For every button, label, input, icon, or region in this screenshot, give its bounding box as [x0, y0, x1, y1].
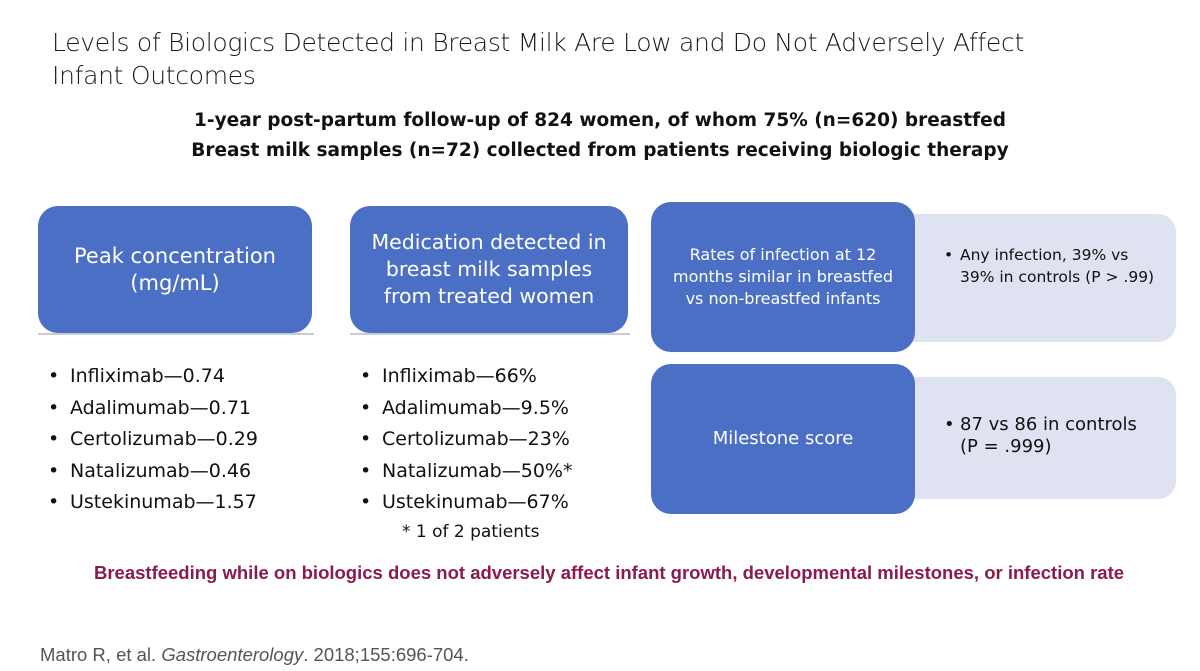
- milestone-header: Milestone score: [651, 364, 915, 514]
- list-item: • 87 vs 86 in controls (P = .999): [944, 414, 1158, 458]
- list-item: • Adalimumab—0.71: [48, 393, 258, 425]
- milestone-detail-box: • 87 vs 86 in controls (P = .999): [896, 377, 1176, 499]
- list-item: • Certolizumab—23%: [360, 424, 572, 456]
- bullet-icon: •: [360, 396, 372, 419]
- medication-detected-header: Medication detected in breast milk sampl…: [350, 206, 628, 333]
- bullet-icon: •: [360, 428, 372, 450]
- bullet-icon: •: [48, 491, 60, 513]
- infection-detail: Any infection, 39% vs 39% in controls (P…: [960, 246, 1155, 286]
- infection-header: Rates of infection at 12 months similar …: [651, 202, 915, 352]
- infection-detail-box: • Any infection, 39% vs 39% in controls …: [896, 214, 1176, 342]
- list-item: • Infliximab—66%: [360, 361, 572, 393]
- citation: Matro R, et al. Gastroenterology. 2018;1…: [40, 644, 469, 666]
- divider: [350, 333, 630, 335]
- list-item: • Infliximab—0.74: [48, 361, 258, 393]
- medication-detected-list: • Infliximab—66% • Adalimumab—9.5% • Certol…: [360, 361, 572, 519]
- bullet-icon: •: [48, 428, 60, 450]
- slide-title: Levels of Biologics Detected in Breast M…: [52, 28, 1024, 90]
- list-item: • Natalizumab—50%*: [360, 456, 572, 488]
- citation-authors: Matro R, et al.: [40, 644, 162, 665]
- divider: [38, 333, 314, 335]
- peak-concentration-list: • Infliximab—0.74 • Adalimumab—0.71 • Certo…: [48, 361, 258, 519]
- conclusion-text: Breastfeeding while on biologics does no…: [93, 562, 1125, 583]
- list-item: • Certolizumab—0.29: [48, 424, 258, 456]
- bullet-icon: •: [360, 365, 372, 387]
- footnote: * 1 of 2 patients: [402, 522, 540, 542]
- subtitle-line-1: 1-year post-partum follow-up of 824 wome…: [194, 110, 1006, 131]
- bullet-icon: •: [48, 396, 60, 419]
- list-item: • Adalimumab—9.5%: [360, 393, 572, 425]
- subtitle-line-2: Breast milk samples (n=72) collected fro…: [191, 140, 1009, 161]
- list-item: • Any infection, 39% vs 39% in controls …: [944, 244, 1158, 288]
- bullet-icon: •: [944, 414, 955, 435]
- list-item: • Ustekinumab—67%: [360, 487, 572, 519]
- bullet-icon: •: [944, 246, 954, 264]
- bullet-icon: •: [48, 365, 60, 387]
- bullet-icon: •: [48, 459, 60, 482]
- list-item: • Natalizumab—0.46: [48, 456, 258, 488]
- citation-journal: Gastroenterology: [161, 644, 304, 665]
- milestone-detail: 87 vs 86 in controls (P = .999): [960, 414, 1137, 457]
- bullet-icon: •: [360, 491, 372, 513]
- bullet-icon: •: [360, 459, 372, 482]
- citation-details: . 2018;155:696-704.: [303, 644, 469, 665]
- list-item: • Ustekinumab—1.57: [48, 487, 258, 519]
- peak-concentration-header: Peak concentration (mg/mL): [38, 206, 312, 333]
